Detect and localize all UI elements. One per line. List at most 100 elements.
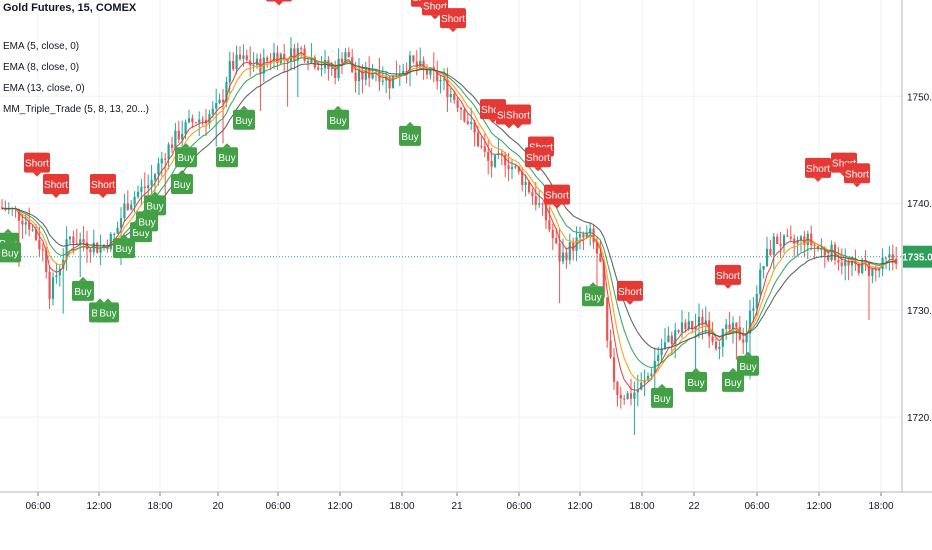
- signal-box: [266, 0, 292, 2]
- buy-signal[interactable]: Buy: [737, 351, 759, 376]
- short-signal[interactable]: Short: [440, 8, 466, 33]
- signal-pointer: [104, 298, 112, 303]
- signal-box: [544, 184, 570, 205]
- candle-body: [126, 203, 129, 210]
- short-signal[interactable]: Short: [525, 147, 551, 172]
- candle-body: [388, 76, 391, 89]
- candle-body: [871, 268, 874, 277]
- signal-box: [136, 211, 158, 232]
- short-signal[interactable]: Short: [544, 184, 570, 209]
- candle-body: [755, 294, 758, 309]
- candle-body: [840, 262, 843, 266]
- candle-body: [361, 70, 364, 80]
- short-signal[interactable]: Short: [715, 264, 741, 289]
- buy-signal[interactable]: Buy: [399, 121, 421, 146]
- candle-body: [816, 246, 820, 250]
- candle-body: [119, 218, 123, 228]
- candle-body: [793, 238, 796, 244]
- candle-body: [711, 336, 714, 342]
- candle-body: [449, 94, 452, 98]
- signal-label: Buy: [653, 394, 670, 405]
- signal-label: Short: [545, 191, 569, 202]
- buy-signal[interactable]: Buy: [144, 191, 166, 216]
- buy-signal[interactable]: Buy: [582, 282, 604, 307]
- candle-body: [0, 207, 4, 209]
- candle-body: [884, 257, 888, 259]
- x-tick-label: 20: [212, 501, 224, 512]
- candle-body: [480, 146, 483, 148]
- candle-body: [561, 252, 565, 262]
- legend-mm-triple-trade[interactable]: MM_Triple_Trade (5, 8, 13, 20...): [3, 104, 149, 115]
- signal-label: Short: [44, 180, 68, 191]
- buy-signal[interactable]: Buy: [327, 105, 349, 130]
- candle-body: [385, 76, 388, 81]
- signal-box: [844, 163, 870, 184]
- signal-label: Buy: [724, 378, 741, 389]
- candle-body: [204, 119, 208, 124]
- buy-signal[interactable]: Buy: [113, 234, 135, 259]
- buy-signal[interactable]: Buy: [685, 367, 707, 392]
- candle-body: [813, 245, 816, 247]
- buy-signal[interactable]: Buy: [97, 298, 119, 323]
- candle-body: [782, 235, 786, 246]
- short-signal[interactable]: Short: [805, 157, 831, 182]
- candle-body: [891, 254, 894, 259]
- short-signal[interactable]: Short: [24, 152, 50, 177]
- candle-body: [517, 166, 520, 172]
- candle-body: [721, 328, 724, 347]
- candle-body: [582, 234, 585, 238]
- legend-ema8[interactable]: EMA (8, close, 0): [3, 62, 80, 73]
- buy-signal[interactable]: Buy: [216, 143, 238, 168]
- buy-signal[interactable]: Buy: [171, 169, 193, 194]
- signal-box: [525, 147, 551, 168]
- candle-body: [133, 196, 136, 205]
- candle-body: [493, 155, 497, 167]
- signal-pointer: [334, 105, 342, 110]
- buy-signal[interactable]: Buy: [72, 276, 94, 301]
- signal-label: Buy: [146, 201, 163, 212]
- short-signal[interactable]: Short: [266, 0, 292, 6]
- candle-body: [357, 70, 361, 82]
- signal-label: Buy: [138, 217, 155, 228]
- short-signal[interactable]: Short: [90, 173, 116, 198]
- legend-ema13[interactable]: EMA (13, close, 0): [3, 83, 85, 94]
- candle-body: [75, 243, 78, 245]
- candle-body: [714, 341, 718, 349]
- candle-body: [194, 122, 197, 124]
- signal-label: Short: [618, 287, 642, 298]
- candle-body: [470, 122, 473, 124]
- candle-body: [283, 53, 286, 59]
- candle-body: [140, 186, 143, 192]
- candle-body: [109, 233, 112, 250]
- candle-body: [28, 222, 31, 230]
- candle-body: [799, 236, 803, 240]
- buy-signal[interactable]: Buy: [175, 143, 197, 168]
- buy-signal[interactable]: Buy: [233, 105, 255, 130]
- candle-body: [147, 185, 150, 189]
- short-signal[interactable]: Short: [617, 280, 643, 305]
- symbol-title[interactable]: Gold Futures, 15, COMEX: [3, 2, 137, 14]
- candle-body: [524, 181, 527, 186]
- last-price-tag[interactable]: [903, 245, 932, 268]
- signal-pointer: [275, 1, 283, 6]
- signal-pointer: [6, 238, 14, 243]
- signal-box: [72, 280, 94, 301]
- candle-body: [21, 220, 24, 225]
- candle-body: [612, 357, 616, 382]
- buy-signal[interactable]: Buy: [0, 238, 21, 263]
- short-signal[interactable]: Short: [844, 163, 870, 188]
- buy-signal[interactable]: Buy: [722, 367, 744, 392]
- candle-body: [439, 79, 442, 82]
- legend-ema5[interactable]: EMA (5, close, 0): [3, 41, 80, 52]
- candle-body: [354, 72, 357, 82]
- signal-box: [617, 280, 643, 301]
- candle-body: [762, 266, 765, 270]
- short-signal[interactable]: Short: [43, 173, 69, 198]
- short-signal[interactable]: Short: [505, 104, 531, 129]
- buy-signal[interactable]: Buy: [651, 383, 673, 408]
- signal-box: [805, 157, 831, 178]
- candle-body: [534, 196, 537, 205]
- candle-body: [89, 249, 92, 253]
- candle-body: [347, 52, 350, 58]
